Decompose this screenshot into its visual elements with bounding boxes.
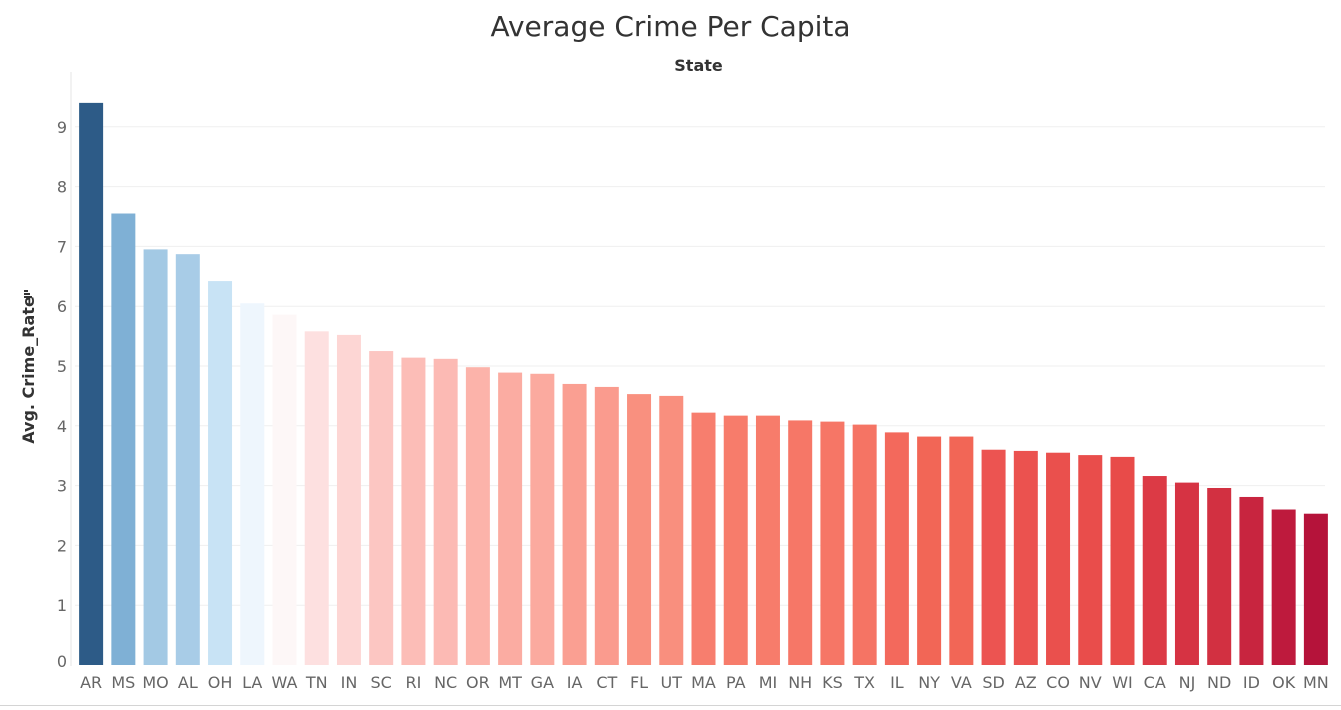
bar-nh[interactable] [788,420,813,665]
x-tick-label: WI [1112,673,1133,692]
bar-nc[interactable] [433,358,458,665]
chart-title: Average Crime Per Capita [490,10,851,43]
x-tick-label: AL [178,673,198,692]
bar-mi[interactable] [755,415,780,665]
x-tick-label: CO [1046,673,1070,692]
bar-tn[interactable] [304,331,329,665]
x-tick-label: RI [406,673,422,692]
bar-ri[interactable] [401,357,426,665]
sort-descending-icon[interactable] [24,290,32,298]
bar-fl[interactable] [627,394,652,665]
x-tick-label: NC [434,673,457,692]
x-tick-label: LA [242,673,262,692]
x-tick-label: NV [1079,673,1102,692]
bar-ut[interactable] [659,395,684,665]
x-tick-label: MN [1303,673,1329,692]
y-tick-label: 0 [57,652,67,671]
bar-ia[interactable] [562,383,587,665]
bar-az[interactable] [1013,450,1038,665]
bottom-border [0,705,1341,706]
bar-al[interactable] [175,254,200,665]
bar-mt[interactable] [498,372,523,665]
y-tick-label: 3 [57,477,67,496]
bar-ma[interactable] [691,412,716,665]
bar-mo[interactable] [143,249,168,665]
x-tick-label: NJ [1179,673,1196,692]
x-tick-label: MI [759,673,778,692]
x-tick-label: MT [498,673,522,692]
bar-wi[interactable] [1110,456,1135,665]
bar-id[interactable] [1239,496,1264,665]
y-tick-label: 4 [57,417,67,436]
y-axis-label: Avg. Crime_Rate [19,296,38,444]
x-tick-label: TN [305,673,328,692]
bar-nj[interactable] [1174,482,1199,665]
y-tick-label: 1 [57,596,67,615]
bar-la[interactable] [240,303,265,665]
bar-ca[interactable] [1142,476,1167,665]
bars [79,102,1328,665]
x-tick-label: NH [788,673,812,692]
x-tick-label: OR [466,673,490,692]
x-tick-label: AZ [1015,673,1037,692]
bar-ms[interactable] [111,213,136,665]
x-tick-label: WA [272,673,298,692]
bar-wa[interactable] [272,314,297,665]
x-tick-label: CA [1144,673,1166,692]
x-tick-label: AR [80,673,102,692]
x-tick-labels: AR MS MO AL OH LA WA TN IN SC RI NC OR MT GA IA CT FL UT MA… [80,673,1329,692]
bar-ar[interactable] [79,102,104,665]
x-tick-label: FL [630,673,648,692]
x-tick-label: SD [982,673,1004,692]
x-tick-label: MA [691,673,716,692]
bar-sd[interactable] [981,449,1006,665]
bar-ga[interactable] [530,373,555,665]
y-tick-label: 7 [57,237,67,256]
y-tick-labels: 0 1 2 3 4 5 6 7 8 9 [57,118,67,671]
x-tick-label: ND [1207,673,1231,692]
x-tick-label: OH [208,673,233,692]
bar-sc[interactable] [369,351,394,665]
bar-in[interactable] [336,334,361,665]
x-tick-label: IN [341,673,358,692]
x-tick-label: NY [918,673,940,692]
bar-mn[interactable] [1303,513,1328,665]
y-tick-label: 5 [57,357,67,376]
y-tick-label: 8 [57,178,67,197]
bar-va[interactable] [949,436,974,665]
x-tick-label: PA [726,673,746,692]
x-tick-label: MS [111,673,135,692]
bar-co[interactable] [1046,452,1071,665]
bar-pa[interactable] [723,415,748,665]
x-tick-label: MO [142,673,168,692]
x-tick-label: KS [822,673,843,692]
x-tick-label: UT [661,673,683,692]
y-tick-label: 6 [57,297,67,316]
x-tick-label: VA [951,673,972,692]
x-tick-label: CT [596,673,617,692]
bar-ok[interactable] [1271,509,1296,665]
x-tick-label: IL [890,673,904,692]
x-tick-label: SC [371,673,392,692]
bar-nd[interactable] [1207,487,1232,665]
column-header-label: State [674,56,723,75]
x-tick-label: GA [531,673,554,692]
bar-or[interactable] [465,367,490,665]
bar-ct[interactable] [594,386,619,665]
bar-ks[interactable] [820,421,845,665]
y-tick-label: 9 [57,118,67,137]
x-tick-label: TX [853,673,875,692]
bar-nv[interactable] [1078,455,1103,665]
x-tick-label: ID [1243,673,1260,692]
bar-ny[interactable] [917,436,942,665]
y-tick-label: 2 [57,536,67,555]
bar-tx[interactable] [852,424,877,665]
bar-oh[interactable] [208,281,233,665]
x-tick-label: OK [1272,673,1296,692]
bar-il[interactable] [884,432,909,665]
x-tick-label: IA [567,673,583,692]
